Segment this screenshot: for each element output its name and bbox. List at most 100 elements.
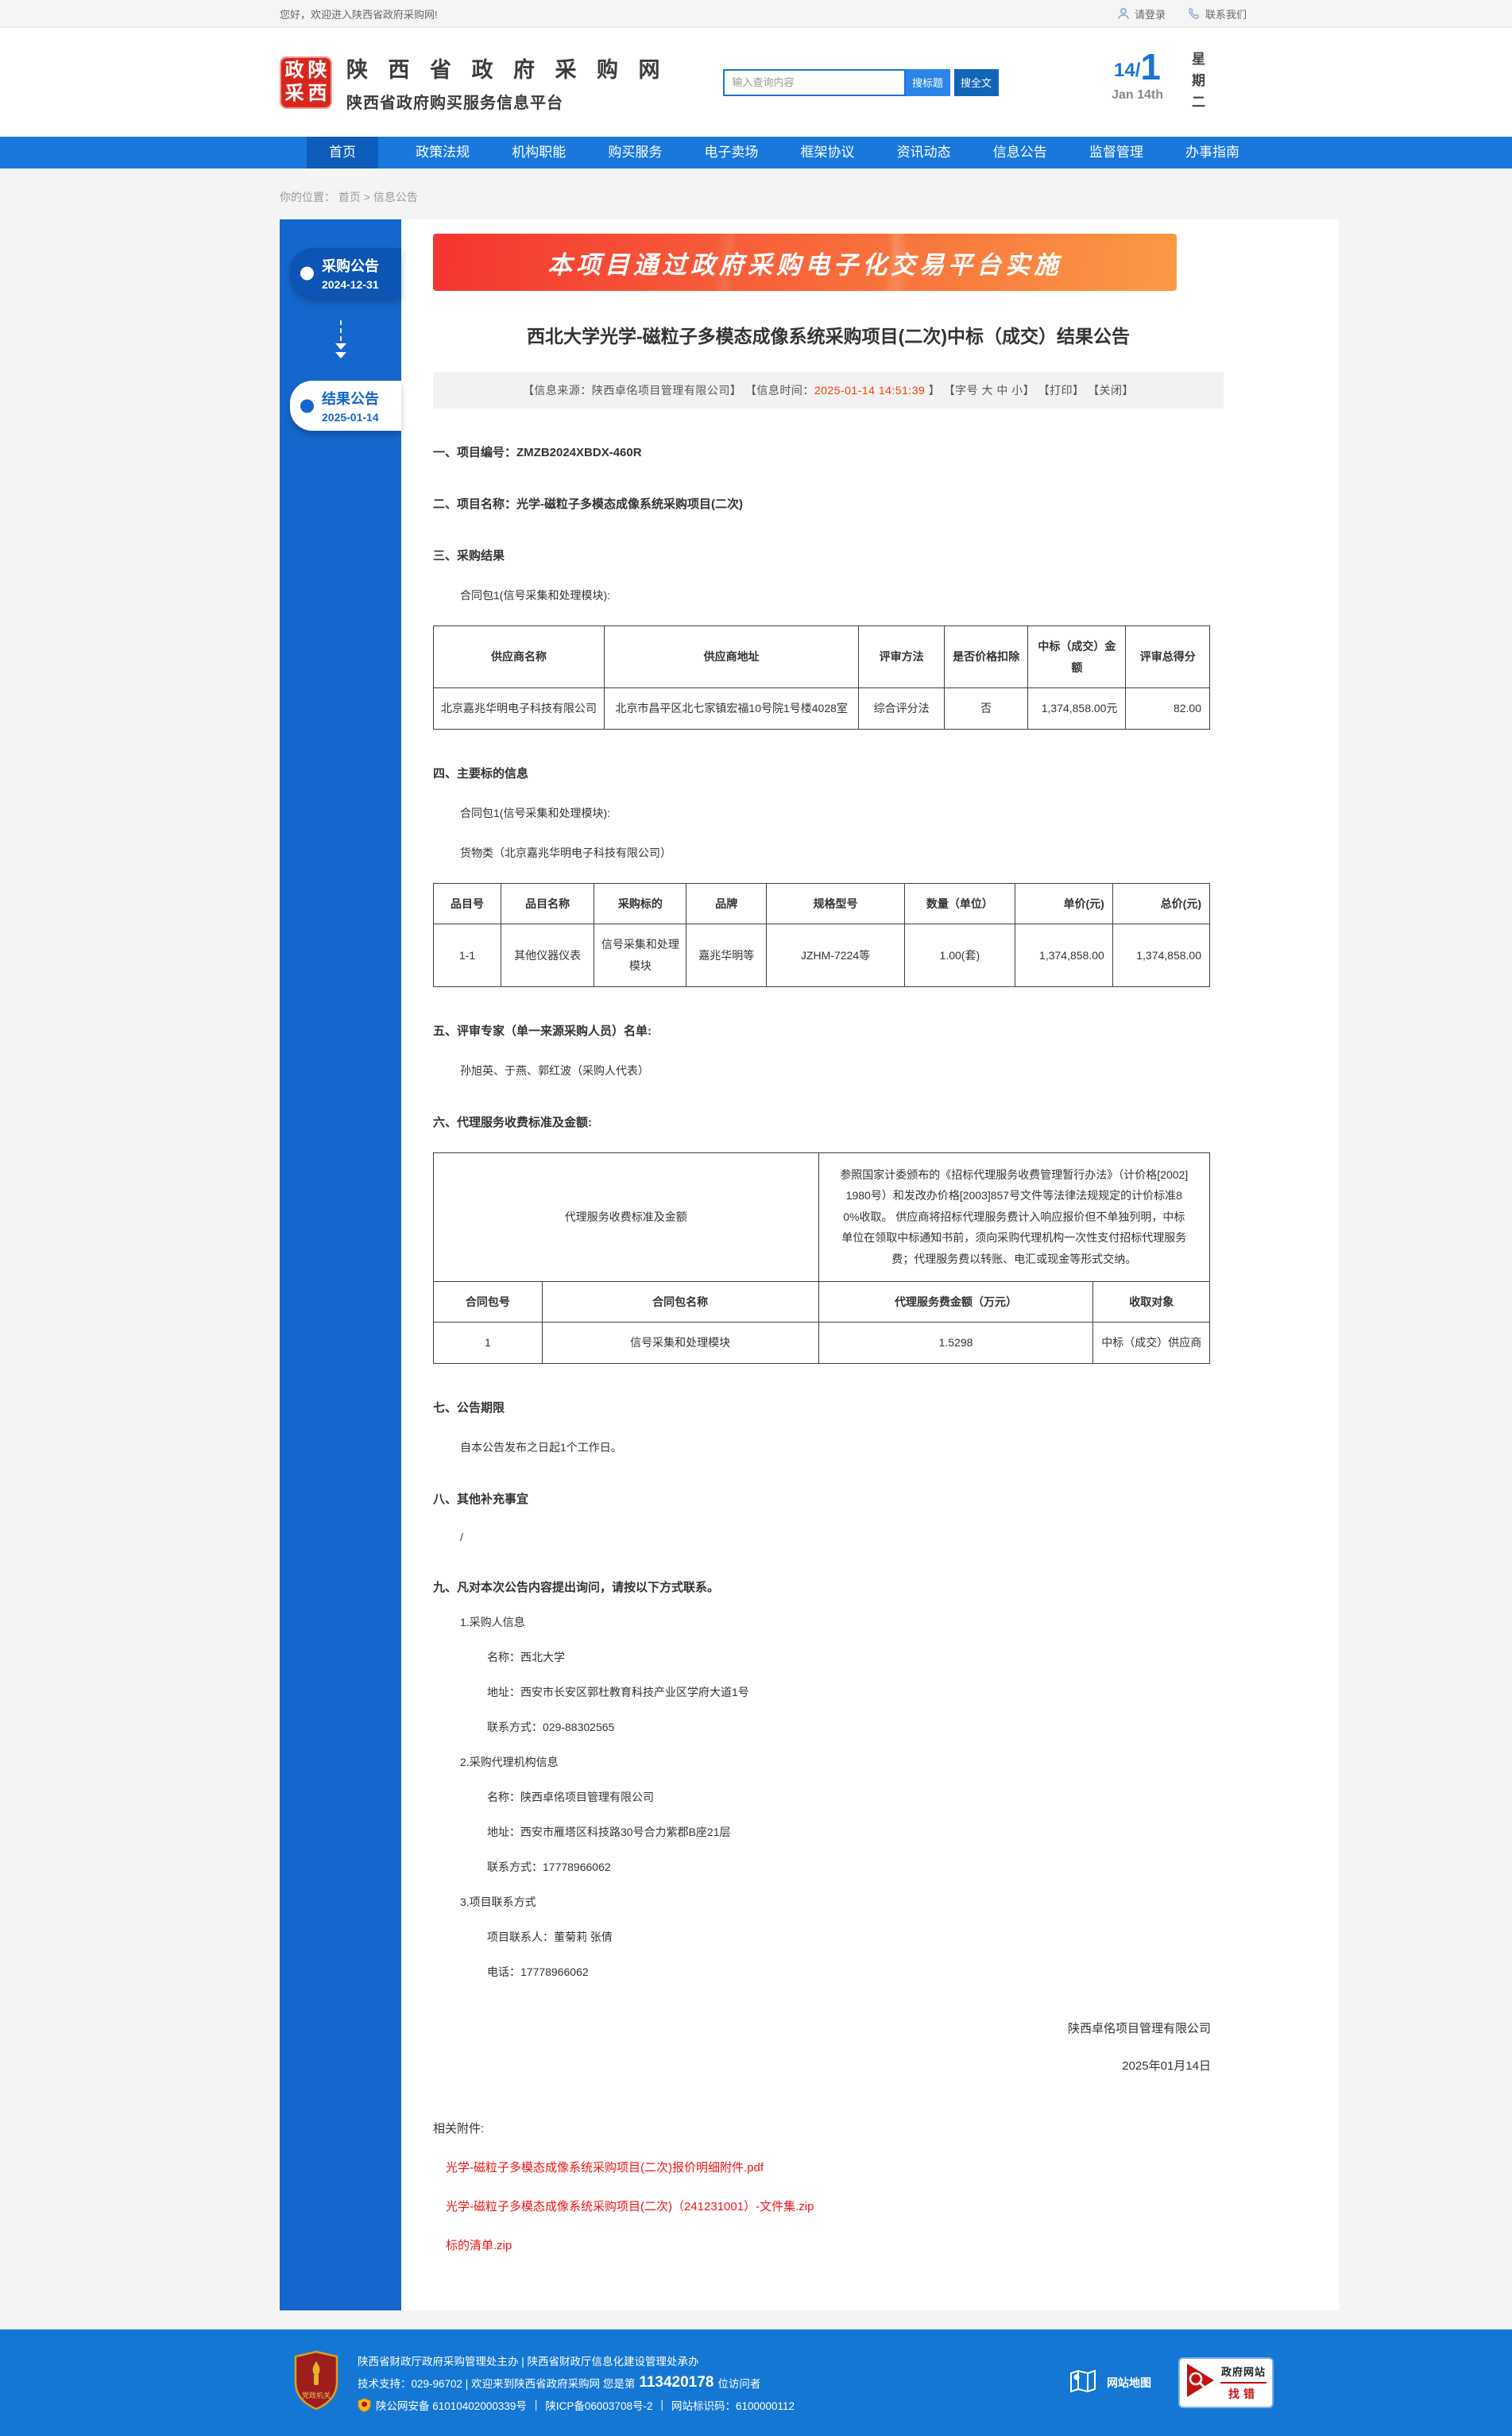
timeline-dot — [300, 399, 314, 412]
sitemap-label: 网站地图 — [1107, 2376, 1151, 2389]
date-english: Jan 14th — [1112, 88, 1163, 102]
cell-fee-payer: 中标（成交）供应商 — [1092, 1322, 1210, 1364]
table-header-row: 品目号 品目名称 采购标的 品牌 规格型号 数量（单位） 单价(元) 总价(元) — [433, 882, 1211, 925]
section-7-heading: 七、公告期限 — [433, 1400, 505, 1415]
breadcrumb-home-link[interactable]: 首页 — [338, 191, 361, 203]
nav-item-functions[interactable]: 机构职能 — [512, 145, 567, 160]
search-title-button[interactable]: 搜标题 — [905, 68, 950, 96]
divider — [1220, 2381, 1266, 2384]
nav-item-home[interactable]: 首页 — [307, 137, 378, 168]
breadcrumb-current: 信息公告 — [373, 191, 418, 203]
contact-line: 联系方式：029-88302565 — [487, 1720, 615, 1733]
login-link[interactable]: 请登录 — [1117, 6, 1166, 21]
font-size-control[interactable]: 【字号 大 中 小】 — [943, 384, 1035, 397]
meta-time-value: 2025-01-14 14:51:39 — [814, 384, 926, 397]
col-quantity: 数量（单位） — [903, 882, 1015, 925]
arrow-down-icon — [280, 320, 401, 358]
contact-line: 联系方式：17778966062 — [487, 1860, 611, 1873]
sidebar-item-title: 采购公告 — [322, 258, 379, 274]
col-supplier-address: 供应商地址 — [603, 625, 860, 689]
nav-item-purchase-services[interactable]: 购买服务 — [608, 145, 663, 160]
nav-item-policies[interactable]: 政策法规 — [416, 145, 470, 160]
breadcrumb-prefix: 你的位置： — [280, 191, 335, 203]
icp-filing-link[interactable]: 陕ICP备06003708号-2 — [545, 2399, 653, 2412]
cell-supplier-name: 北京嘉兆华明电子科技有限公司 — [433, 687, 605, 730]
col-item-name: 品目名称 — [500, 882, 595, 925]
sidebar-item-purchase-announcement[interactable]: 采购公告 2024-12-31 — [290, 248, 401, 298]
col-procurement-target: 采购标的 — [594, 882, 687, 925]
nav-item-announcements[interactable]: 信息公告 — [992, 145, 1047, 160]
bid-items-table: 品目号 品目名称 采购标的 品牌 规格型号 数量（单位） 单价(元) 总价(元)… — [433, 882, 1211, 987]
other-matters: / — [460, 1530, 463, 1543]
close-button[interactable]: 【关闭】 — [1088, 384, 1135, 397]
article-content: 本项目通过政府采购电子化交易平台实施 西北大学光学-磁粒子多模态成像系统采购项目… — [401, 219, 1339, 2310]
logo-char: 陕 — [307, 59, 327, 81]
welcome-text: 您好，欢迎进入陕西省政府采购网! — [280, 8, 438, 21]
public-security-filing-link[interactable]: 陕公网安备 61010402000339号 — [376, 2399, 527, 2412]
error-report-badge[interactable]: 政府网站 找错 — [1178, 2357, 1274, 2408]
timeline-dot — [300, 266, 314, 280]
nav-item-e-market[interactable]: 电子卖场 — [704, 145, 759, 160]
agency-fee-table: 代理服务收费标准及金额 参照国家计委颁布的《招标代理服务收费管理暂行办法》（计价… — [433, 1152, 1211, 1364]
main-navigation: 首页 政策法规 机构职能 购买服务 电子卖场 框架协议 资讯动态 信息公告 监督… — [0, 137, 1512, 168]
visitor-count: 113420178 — [639, 2373, 714, 2391]
goods-category-note: 货物类（北京嘉兆华明电子科技有限公司） — [460, 846, 671, 859]
nav-item-supervision[interactable]: 监督管理 — [1089, 145, 1143, 160]
announcement-period: 自本公告发布之日起1个工作日。 — [460, 1440, 622, 1454]
section-5-heading: 五、评审专家（单一来源采购人员）名单: — [433, 1024, 652, 1038]
weekday-label: 星期二 — [1189, 52, 1205, 116]
cell-review-method: 综合评分法 — [858, 687, 945, 730]
cell-quantity: 1.00(套) — [903, 924, 1015, 987]
error-report-action: 找错 — [1228, 2387, 1259, 2400]
contract-package-note: 合同包1(信号采集和处理模块): — [460, 806, 610, 819]
table-row: 北京嘉兆华明电子科技有限公司 北京市昌平区北七家镇宏福10号院1号楼4028室 … — [433, 687, 1210, 730]
project-number: ZMZB2024XBDX-460R — [516, 446, 642, 459]
nav-item-framework[interactable]: 框架协议 — [800, 145, 855, 160]
col-unit-price: 单价(元) — [1014, 882, 1113, 925]
site-logo: 政 陕 采 西 — [280, 56, 332, 109]
search-fulltext-button[interactable]: 搜全文 — [953, 68, 999, 96]
government-emblem-icon: 党政机关 — [292, 2350, 340, 2415]
breadcrumb-separator: > — [363, 191, 370, 203]
table-header-row: 供应商名称 供应商地址 评审方法 是否价格扣除 中标（成交）金额 评审总得分 — [433, 625, 1210, 689]
sidebar-item-result-announcement[interactable]: 结果公告 2025-01-14 — [290, 381, 401, 431]
date-day-month: 14/ — [1114, 60, 1141, 81]
col-item-no: 品目号 — [433, 882, 501, 925]
project-name: 光学-磁粒子多模态成像系统采购项目(二次) — [516, 498, 744, 511]
contact-line: 名称：西北大学 — [487, 1650, 565, 1663]
fee-standard-row: 代理服务收费标准及金额 参照国家计委颁布的《招标代理服务收费管理暂行办法》（计价… — [433, 1152, 1211, 1282]
nav-item-news[interactable]: 资讯动态 — [896, 145, 951, 160]
site-title: 陕 西 省 政 府 采 购 网 — [346, 57, 667, 82]
col-total-price: 总价(元) — [1112, 882, 1211, 925]
search-input[interactable] — [722, 68, 906, 96]
col-fee-amount: 代理服务费金额（万元） — [818, 1280, 1094, 1323]
col-spec-model: 规格型号 — [766, 882, 905, 925]
nav-item-guide[interactable]: 办事指南 — [1185, 145, 1239, 160]
section-4-heading: 四、主要标的信息 — [433, 766, 529, 780]
section-1-heading: 一、项目编号：ZMZB2024XBDX-460R — [433, 446, 642, 459]
announcement-timeline-sidebar: 采购公告 2024-12-31 结果公告 2025-01-14 — [280, 219, 401, 2310]
section-2-heading: 二、项目名称：光学-磁粒子多模态成像系统采购项目(二次) — [433, 498, 744, 511]
print-button[interactable]: 【打印】 — [1038, 384, 1085, 397]
cell-brand: 嘉兆华明等 — [686, 924, 768, 987]
attachment-link-list-zip[interactable]: 标的清单.zip — [446, 2238, 512, 2252]
map-icon — [1069, 2367, 1097, 2398]
signature-date: 2025年01月14日 — [1122, 2058, 1211, 2073]
site-footer: 党政机关 陕西省财政厅政府采购管理处主办 | 陕西省财政厅信息化建设管理处承办 … — [0, 2329, 1512, 2436]
section-3-heading: 三、采购结果 — [433, 549, 505, 563]
sitemap-link[interactable]: 网站地图 — [1069, 2367, 1151, 2398]
contact-line: 1.采购人信息 — [460, 1615, 525, 1629]
cell-total-price: 1,374,858.00 — [1112, 924, 1211, 987]
section-8-heading: 八、其他补充事宜 — [433, 1492, 529, 1506]
logo-char: 政 — [284, 59, 304, 81]
attachment-link-zip[interactable]: 光学-磁粒子多模态成像系统采购项目(二次)（241231001）-文件集.zip — [446, 2199, 814, 2213]
cell-item-no: 1-1 — [433, 924, 501, 987]
cell-fee-amount: 1.5298 — [818, 1322, 1094, 1364]
attachment-link-pdf[interactable]: 光学-磁粒子多模态成像系统采购项目(二次)报价明细附件.pdf — [446, 2160, 764, 2175]
contact-us-link[interactable]: 联系我们 — [1188, 6, 1247, 21]
section-9-heading: 九、凡对本次公告内容提出询问，请按以下方式联系。 — [433, 1580, 720, 1594]
contact-line: 地址：西安市长安区郭杜教育科技产业区学府大道1号 — [487, 1685, 749, 1698]
site-identification-code: 网站标识码：6100000112 — [671, 2399, 795, 2412]
cell-package-no: 1 — [433, 1322, 543, 1364]
contact-line: 项目联系人：董菊莉 张倩 — [487, 1930, 613, 1943]
